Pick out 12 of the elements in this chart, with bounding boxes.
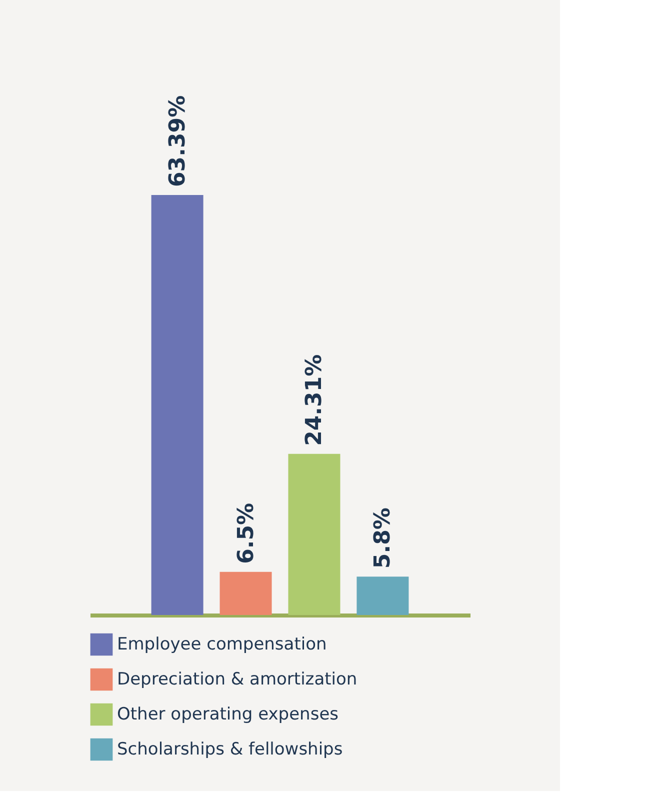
data-label: 63.39% [165,95,190,187]
bar [220,572,272,615]
legend-label: Depreciation & amortization [117,670,358,690]
legend-label: Scholarships & fellowships [117,740,343,760]
bar [288,454,340,615]
data-label: 24.31% [302,354,328,446]
data-label: 6.5% [234,502,259,564]
data-label: 5.8% [370,508,396,569]
bar [356,576,409,615]
bar [151,195,204,615]
legend-label: Employee compensation [117,634,327,654]
legend-label: Other operating expenses [117,704,339,724]
